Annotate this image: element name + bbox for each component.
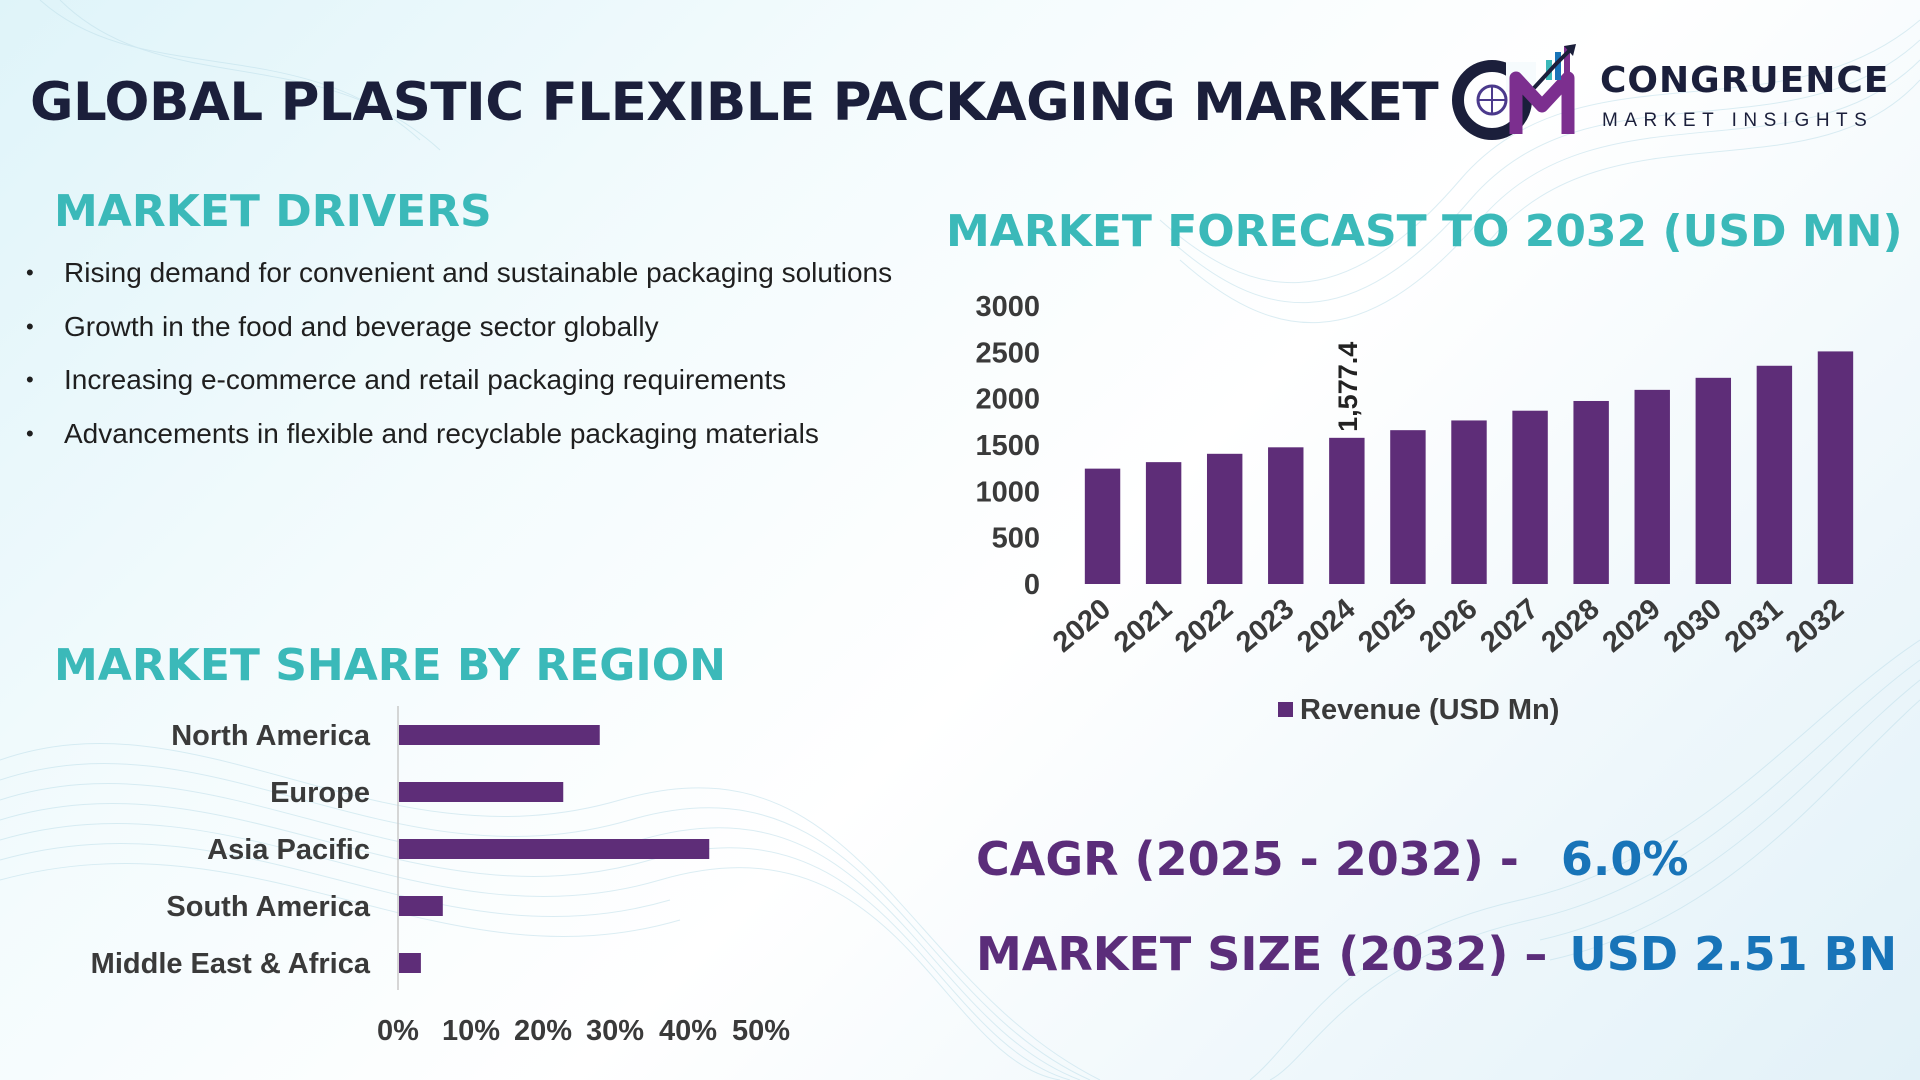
cagr-label: CAGR (2025 - 2032) - [976,832,1519,886]
x-tick-label: 2031 [1719,593,1789,659]
legend-label: Revenue (USD Mn) [1300,694,1559,726]
driver-item: Advancements in flexible and recyclable … [22,407,906,461]
region-label: Europe [270,777,370,809]
y-tick-label: 2000 [975,384,1040,416]
x-tick-label: 2023 [1230,593,1300,659]
x-tick-label: 20% [514,1015,572,1047]
y-tick-label: 0 [1024,569,1040,601]
region-label: Asia Pacific [207,834,370,866]
market-size-label: MARKET SIZE (2032) – [976,927,1548,981]
region-label: Middle East & Africa [91,948,371,980]
y-tick-label: 1000 [975,476,1040,508]
region-bar [399,725,600,745]
page-title: GLOBAL PLASTIC FLEXIBLE PACKAGING MARKET [30,72,1439,133]
region-bar [399,896,443,916]
x-tick-label: 0% [377,1015,419,1047]
region-bar [399,782,564,802]
driver-item: Growth in the food and beverage sector g… [22,300,906,354]
share-title: MARKET SHARE BY REGION [54,640,726,691]
x-tick-label: 10% [442,1015,500,1047]
forecast-title: MARKET FORECAST TO 2032 (USD MN) [946,206,1903,257]
x-tick-label: 2032 [1780,593,1850,659]
x-tick-label: 2022 [1169,593,1239,659]
forecast-bar [1329,437,1365,584]
x-tick-label: 2020 [1047,593,1117,659]
logo-mark-icon [1452,44,1576,140]
forecast-bar [1206,453,1243,584]
x-tick-label: 2026 [1414,593,1484,659]
data-label: 1,577.4 [1333,342,1363,432]
region-bar [399,839,710,859]
forecast-bar [1451,420,1487,584]
cagr-value: 6.0% [1560,832,1689,886]
market-size-line: MARKET SIZE (2032) – USD 2.51 BN [976,927,1897,981]
drivers-title: MARKET DRIVERS [54,186,492,237]
forecast-bar [1268,447,1304,584]
x-tick-label: 2028 [1536,593,1606,659]
forecast-bar [1756,365,1793,584]
y-tick-label: 2500 [975,337,1040,369]
x-tick-label: 2029 [1597,593,1667,659]
y-tick-label: 500 [992,523,1040,555]
y-tick-label: 1500 [975,430,1040,462]
forecast-bar [1695,377,1732,584]
market-size-value: USD 2.51 BN [1569,927,1898,981]
x-tick-label: 2025 [1352,593,1422,659]
forecast-bar [1145,462,1182,584]
y-tick-label: 3000 [975,291,1040,323]
forecast-bar [1817,351,1854,584]
region-label: North America [171,720,371,752]
x-tick-label: 50% [732,1015,790,1047]
forecast-bar [1390,430,1426,584]
driver-item: Rising demand for convenient and sustain… [22,246,906,300]
driver-item: Increasing e-commerce and retail packagi… [22,353,906,407]
x-tick-label: 2027 [1475,593,1545,659]
x-tick-label: 2024 [1291,593,1361,659]
forecast-bar [1512,410,1548,584]
cagr-line: CAGR (2025 - 2032) - 6.0% [976,832,1688,886]
x-tick-label: 2030 [1658,593,1728,659]
logo-subtitle: MARKET INSIGHTS [1602,110,1874,131]
region-bar [399,953,421,973]
forecast-bar [1573,400,1609,584]
drivers-list: Rising demand for convenient and sustain… [22,246,906,460]
region-label: South America [166,891,370,923]
legend-swatch [1278,702,1293,717]
logo-name: CONGRUENCE [1600,60,1890,101]
x-tick-label: 2021 [1108,593,1178,659]
company-logo: CONGRUENCE MARKET INSIGHTS [1450,42,1900,142]
x-tick-label: 40% [659,1015,717,1047]
forecast-bar [1634,389,1670,584]
x-tick-label: 30% [586,1015,644,1047]
forecast-bar [1084,468,1121,584]
